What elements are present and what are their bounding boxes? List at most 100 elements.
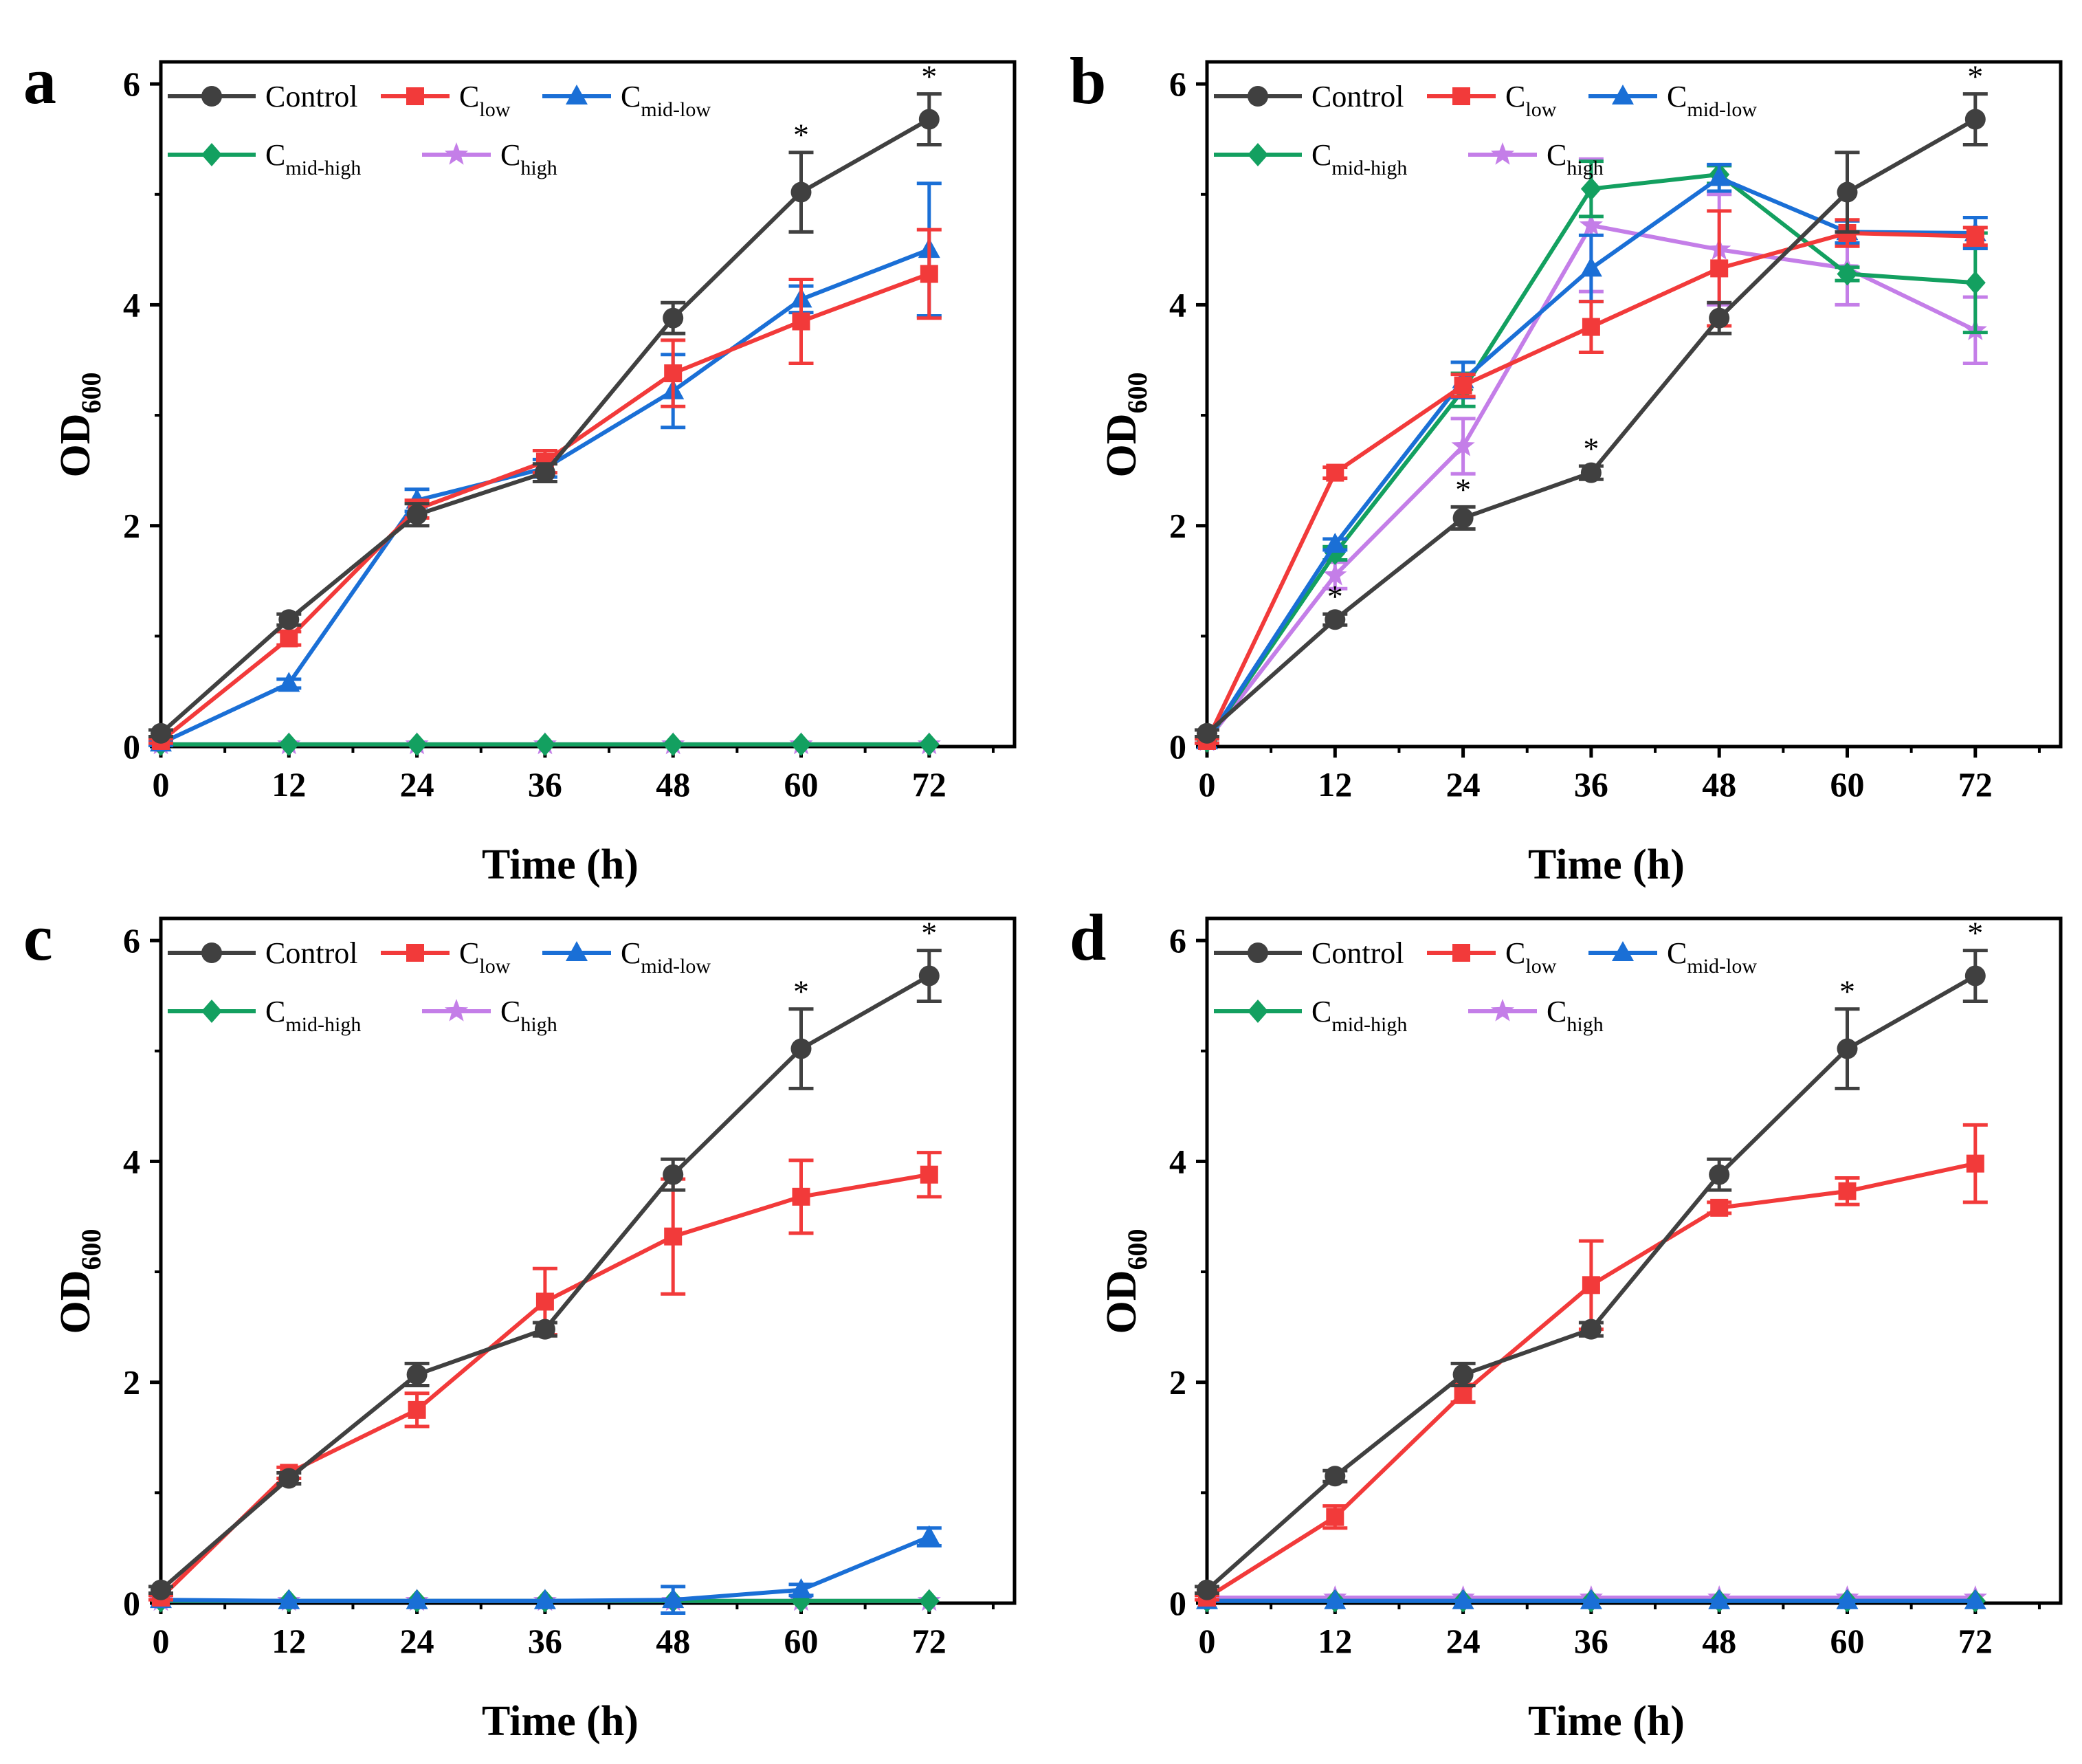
data-point-control	[663, 307, 684, 329]
legend-marker-mid_low	[566, 941, 588, 961]
y-tick-label: 2	[123, 1363, 140, 1402]
data-point-mid_high	[534, 732, 555, 756]
legend-item-control: Control	[1214, 936, 1404, 970]
series-control	[1195, 92, 1988, 744]
data-point-control	[1197, 723, 1217, 744]
legend-label-high: Chigh	[1547, 138, 1604, 179]
significance-asterisk: *	[1327, 579, 1343, 614]
x-tick-label: 72	[912, 765, 946, 804]
legend-marker-low	[1452, 87, 1470, 105]
x-tick-label: 72	[1958, 1622, 1993, 1660]
series-line-low	[1206, 1161, 1976, 1600]
data-point-high	[1579, 212, 1603, 236]
x-tick-label: 60	[784, 765, 819, 804]
data-point-control	[1837, 181, 1858, 203]
data-point-control	[1964, 965, 1986, 986]
data-point-mid_low	[1964, 1589, 1986, 1609]
legend-item-mid_low: Cmid-low	[1588, 936, 1757, 978]
data-point-mid_low	[1708, 1589, 1731, 1609]
legend-item-high: Chigh	[422, 138, 557, 179]
legend-item-mid_high: Cmid-high	[168, 995, 361, 1036]
data-point-low	[664, 1227, 683, 1246]
legend-item-low: Clow	[1427, 80, 1557, 121]
legend: Control Clow Cmid-low Cmid-high Chigh	[168, 936, 711, 1036]
legend-label-low: Clow	[459, 80, 511, 121]
series-control	[148, 92, 942, 744]
data-point-control	[1709, 307, 1730, 329]
panel-label: d	[1070, 901, 1106, 974]
legend-marker-mid_high	[201, 143, 222, 166]
data-point-control	[1580, 462, 1602, 483]
x-tick-label: 72	[1958, 765, 1993, 804]
legend-label-high: Chigh	[1547, 995, 1604, 1036]
data-point-control	[1452, 1364, 1474, 1385]
data-point-mid_low	[1836, 1589, 1859, 1609]
significance-asterisk: *	[921, 916, 937, 951]
data-point-mid_low	[918, 1525, 940, 1545]
y-axis-title: OD600	[52, 373, 107, 478]
legend-item-control: Control	[168, 80, 357, 113]
y-tick-label: 0	[1169, 1584, 1186, 1622]
y-axis-title: OD600	[1098, 1229, 1153, 1334]
legend-item-low: Clow	[381, 936, 511, 978]
data-point-control	[790, 1038, 812, 1059]
legend-item-control: Control	[1214, 80, 1404, 113]
x-tick-label: 48	[1702, 1622, 1736, 1660]
x-tick-label: 48	[656, 1622, 690, 1660]
legend-label-mid_low: Cmid-low	[621, 936, 711, 978]
legend-marker-high	[1490, 142, 1515, 165]
legend-marker-high	[1490, 999, 1515, 1022]
data-point-low	[920, 1165, 938, 1184]
series-line-control	[159, 117, 931, 735]
data-point-mid_high	[1964, 271, 1986, 295]
significance-asterisk: *	[1839, 974, 1855, 1009]
y-tick-label: 2	[1169, 1363, 1186, 1402]
data-point-control	[1325, 609, 1346, 630]
data-point-low	[1326, 463, 1344, 482]
data-point-mid_low	[1324, 1589, 1347, 1609]
legend-label-low: Clow	[1505, 80, 1557, 121]
x-tick-label: 36	[1574, 1622, 1608, 1660]
data-point-control	[151, 723, 171, 744]
series-mid_low	[1196, 1589, 1986, 1609]
data-point-control	[1197, 1579, 1217, 1600]
legend-label-mid_low: Cmid-low	[621, 80, 711, 121]
data-point-low	[1966, 1154, 1984, 1173]
legend-item-mid_low: Cmid-low	[1588, 80, 1757, 121]
legend-item-mid_low: Cmid-low	[542, 936, 711, 978]
y-tick-label: 6	[123, 65, 140, 103]
data-point-control	[918, 965, 940, 986]
data-point-low	[1326, 1508, 1344, 1526]
data-point-mid_high	[1837, 262, 1858, 286]
data-point-mid_high	[790, 732, 812, 756]
plot-frame	[159, 60, 1017, 749]
legend-marker-control	[201, 86, 222, 107]
data-point-mid_low	[662, 1588, 685, 1609]
data-point-low	[664, 364, 683, 383]
series-control	[1195, 949, 1988, 1600]
legend-item-low: Clow	[1427, 936, 1557, 978]
x-tick-label: 24	[400, 765, 434, 804]
legend-marker-control	[201, 942, 222, 963]
data-point-control	[918, 109, 940, 130]
plot-frame	[159, 916, 1017, 1605]
legend-label-control: Control	[265, 936, 357, 970]
series-control	[148, 949, 942, 1600]
x-tick-label: 60	[1830, 765, 1865, 804]
legend-marker-low	[1452, 944, 1470, 962]
significance-asterisk: *	[1967, 59, 1983, 94]
legend-label-mid_low: Cmid-low	[1667, 936, 1757, 978]
data-point-low	[408, 1400, 426, 1419]
data-point-low	[1710, 1198, 1729, 1217]
panel-label: a	[23, 44, 56, 118]
legend-marker-control	[1248, 942, 1268, 963]
data-point-mid_low	[278, 1589, 300, 1609]
legend-item-high: Chigh	[422, 995, 557, 1036]
data-point-control	[406, 504, 428, 525]
legend-item-mid_high: Cmid-high	[1214, 995, 1407, 1036]
y-tick-label: 4	[123, 1142, 140, 1180]
series-low	[1195, 1123, 1988, 1607]
x-tick-label: 12	[1318, 765, 1352, 804]
